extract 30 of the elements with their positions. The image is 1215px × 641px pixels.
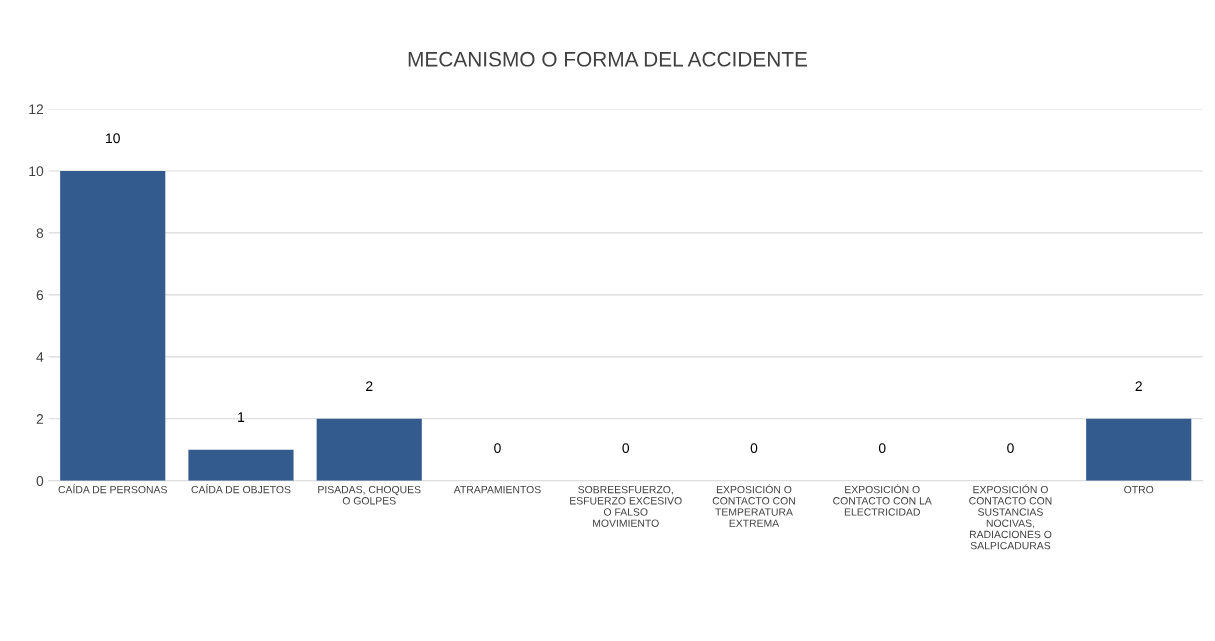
- x-tick-label: EXPOSICIÓN O CONTACTO CON SUSTANCIAS NOCIVAS, RADIACIONES O SALPICADURAS: [969, 484, 1052, 550]
- x-tick-label: CAÍDA DE PERSONAS: [58, 484, 167, 494]
- data-label: 2: [1135, 381, 1142, 391]
- x-tick-label: OTRO: [1124, 485, 1154, 494]
- chart-title: MECANISMO O FORMA DEL ACCIDENTE: [408, 51, 808, 67]
- y-tick-label: 6: [36, 290, 44, 301]
- data-label: 0: [878, 443, 886, 453]
- x-tick-label: CAÍDA DE OBJETOS: [191, 484, 291, 494]
- data-label: 0: [494, 443, 501, 453]
- bar: [1086, 418, 1192, 481]
- y-tick-label: 12: [29, 104, 44, 114]
- y-tick-label: 2: [36, 414, 44, 424]
- x-tick-label: EXPOSICIÓN O CONTACTO CON LA ELECTRICIDAD: [833, 484, 932, 516]
- y-tick-label: 4: [36, 352, 44, 362]
- x-tick-label: PISADAS, CHOQUES O GOLPES: [318, 485, 421, 505]
- bar: [316, 418, 422, 481]
- y-tick-label: 8: [36, 228, 44, 239]
- bar: [60, 170, 166, 481]
- bar: [188, 449, 294, 481]
- y-tick-label: 10: [29, 166, 44, 177]
- data-label: 0: [1007, 443, 1014, 453]
- x-tick-label: SOBREESFUERZO, ESFUERZO EXCESIVO O FALSO MOVIMIENTO: [570, 485, 682, 527]
- data-label: 0: [750, 443, 758, 453]
- data-label: 0: [622, 443, 630, 453]
- data-label: 2: [366, 381, 373, 391]
- y-tick-label: 0: [36, 476, 44, 486]
- x-tick-label: EXPOSICIÓN O CONTACTO CON TEMPERATURA EXTREMA: [712, 484, 795, 527]
- data-label: 10: [106, 133, 120, 144]
- x-tick-label: ATRAPAMIENTOS: [453, 485, 541, 494]
- data-label: 1: [238, 412, 245, 422]
